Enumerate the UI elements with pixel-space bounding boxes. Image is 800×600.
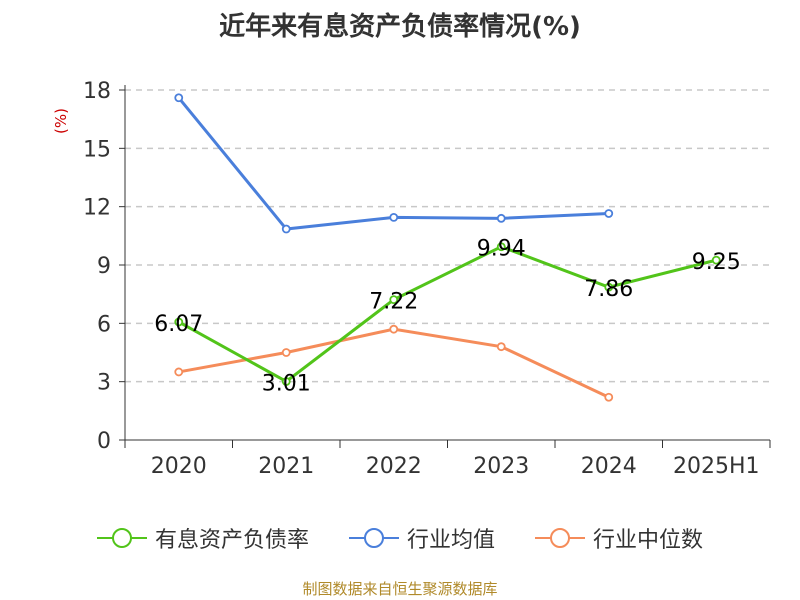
data-point	[389, 324, 399, 334]
legend-label: 有息资产负债率	[154, 528, 309, 553]
legend-item-industry-median[interactable]: 行业中位数	[535, 522, 703, 554]
legend-item-interest-bearing-ratio[interactable]: 有息资产负债率	[96, 522, 309, 554]
y-tick-label: 15	[83, 137, 111, 162]
data-point	[496, 342, 506, 352]
legend-orange-marker-icon	[535, 528, 585, 548]
data-label: 3.01	[262, 371, 311, 396]
series-line	[178, 245, 717, 384]
data-label: 9.25	[692, 250, 741, 275]
legend-label: 行业中位数	[593, 528, 704, 553]
source-note: 制图数据来自恒生聚源数据库	[302, 580, 498, 598]
data-point	[389, 212, 399, 222]
data-point	[496, 213, 506, 223]
chart-title: 近年来有息资产负债率情况(%)	[219, 12, 581, 42]
data-point	[604, 392, 614, 402]
y-tick-label: 3	[97, 371, 111, 396]
y-tick-label: 18	[83, 79, 111, 104]
data-point	[604, 209, 614, 218]
legend-label: 行业均值	[406, 528, 495, 553]
x-tick-label: 2020	[151, 454, 207, 479]
data-labels: 6.07 3.01 7.22 9.94 7.86 9.25	[154, 237, 740, 397]
series-line	[177, 96, 609, 231]
y-tick-label: 0	[97, 429, 111, 454]
data-label: 7.86	[584, 277, 633, 302]
series-line	[178, 327, 610, 399]
x-tick-label: 2023	[473, 454, 529, 479]
data-point	[281, 377, 291, 386]
data-label: 9.94	[477, 237, 526, 262]
y-tick-label: 6	[97, 312, 111, 337]
data-point	[711, 255, 721, 265]
axes: 0 3 6 9 12 15 18 2020 2021 2022 2023 2024 2025H1	[83, 79, 771, 479]
y-tick-label: 9	[97, 254, 111, 279]
legend: 有息资产负债率 行业均值 行业中位数	[0, 520, 800, 556]
data-label: 7.22	[369, 290, 418, 315]
data-label: 6.07	[154, 312, 203, 337]
x-tick-label: 2025H1	[673, 454, 760, 479]
data-point	[174, 367, 184, 377]
data-point	[281, 348, 291, 357]
series-lines	[174, 93, 721, 402]
data-point	[389, 295, 399, 305]
grid-lines	[125, 89, 770, 383]
legend-item-industry-average[interactable]: 行业均值	[348, 522, 495, 554]
data-point	[281, 224, 291, 234]
x-tick-label: 2021	[258, 454, 314, 479]
data-point	[604, 282, 614, 292]
legend-green-marker-icon	[96, 528, 147, 548]
x-tick-label: 2022	[366, 454, 422, 479]
data-point	[174, 317, 184, 327]
x-tick-label: 2024	[581, 454, 637, 479]
legend-blue-marker-icon	[348, 528, 399, 548]
data-point	[174, 93, 184, 103]
y-tick-label: 12	[83, 196, 111, 221]
data-point	[496, 242, 506, 252]
